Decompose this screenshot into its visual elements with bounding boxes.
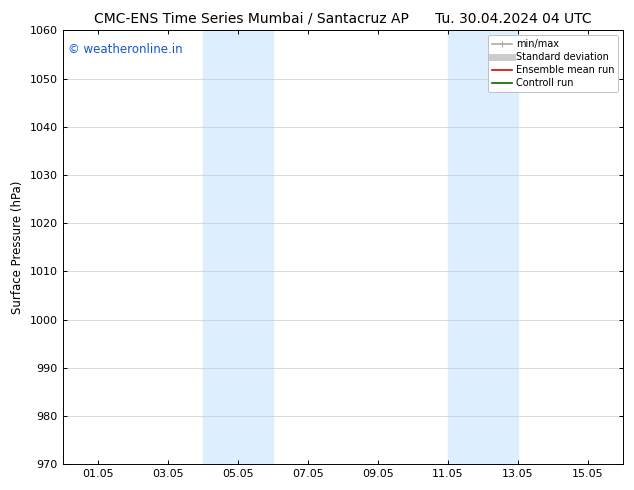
Bar (203, 30, 273, 464)
Bar (448, 30, 518, 464)
Legend: min/max, Standard deviation, Ensemble mean run, Controll run: min/max, Standard deviation, Ensemble me… (488, 35, 618, 92)
Title: CMC-ENS Time Series Mumbai / Santacruz AP      Tu. 30.04.2024 04 UTC: CMC-ENS Time Series Mumbai / Santacruz A… (94, 11, 592, 25)
Y-axis label: Surface Pressure (hPa): Surface Pressure (hPa) (11, 180, 24, 314)
Text: © weatheronline.in: © weatheronline.in (68, 44, 183, 56)
